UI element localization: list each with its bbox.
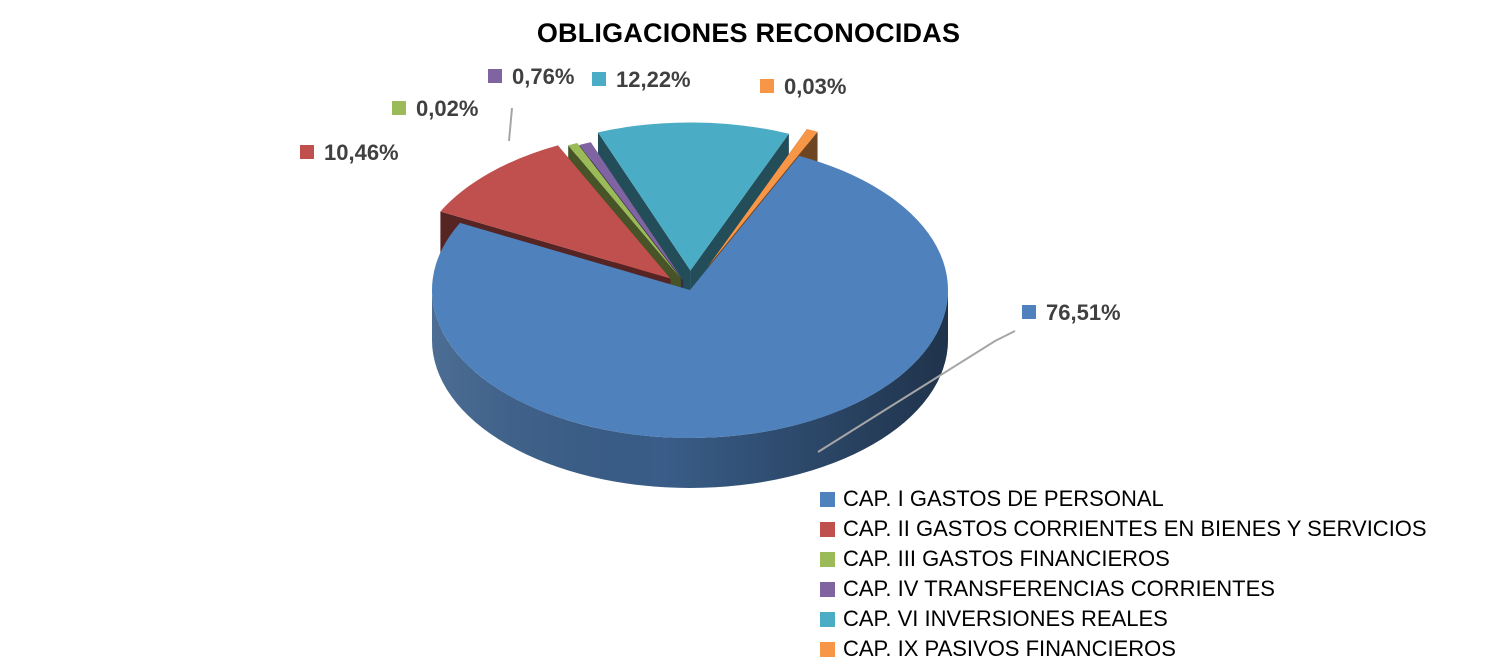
chart-title: OBLIGACIONES RECONOCIDAS xyxy=(536,18,961,48)
data-label-swatch xyxy=(592,72,606,86)
legend-item: CAP. VI INVERSIONES REALES xyxy=(820,604,1427,634)
data-label-text: 10,46% xyxy=(324,140,399,165)
legend-swatch xyxy=(820,521,835,537)
data-label-text: 0,76% xyxy=(512,64,574,89)
pie-slice-0 xyxy=(431,155,949,439)
data-label-swatch xyxy=(1022,305,1036,319)
data-label-text: 12,22% xyxy=(616,67,691,92)
legend-item: CAP. IX PASIVOS FINANCIEROS xyxy=(820,634,1427,664)
legend-item: CAP. I GASTOS DE PERSONAL xyxy=(820,484,1427,514)
legend-label: CAP. II GASTOS CORRIENTES EN BIENES Y SE… xyxy=(843,516,1427,541)
data-label-swatch xyxy=(300,145,314,159)
pie-slice-2 xyxy=(568,143,681,279)
data-label-text: 0,02% xyxy=(416,96,478,121)
pie-slice-4 xyxy=(597,122,789,271)
legend-label: CAP. IV TRANSFERENCIAS CORRIENTES xyxy=(843,576,1275,601)
pie-slice-5 xyxy=(708,129,818,266)
legend-swatch xyxy=(820,611,835,627)
legend-item: CAP. II GASTOS CORRIENTES EN BIENES Y SE… xyxy=(820,514,1427,544)
data-label-swatch xyxy=(392,101,406,115)
data-label-text: 0,03% xyxy=(784,74,846,99)
legend-label: CAP. III GASTOS FINANCIEROS xyxy=(843,546,1170,571)
legend-item: CAP. III GASTOS FINANCIEROS xyxy=(820,544,1427,574)
legend-item: CAP. IV TRANSFERENCIAS CORRIENTES xyxy=(820,574,1427,604)
pie-slice-1 xyxy=(440,145,671,279)
data-label-5: 0,03% xyxy=(760,74,846,99)
legend-label: CAP. I GASTOS DE PERSONAL xyxy=(843,486,1164,511)
data-label-1: 10,46% xyxy=(300,140,399,165)
legend-swatch xyxy=(820,491,835,507)
data-label-0: 76,51% xyxy=(1022,300,1121,325)
leader-line-3 xyxy=(508,107,513,142)
leader-line-0 xyxy=(817,330,1016,453)
pie-slice-3 xyxy=(579,142,684,281)
legend-label: CAP. VI INVERSIONES REALES xyxy=(843,606,1168,631)
data-label-text: 76,51% xyxy=(1046,300,1121,325)
legend-swatch xyxy=(820,641,835,657)
legend-swatch xyxy=(820,581,835,597)
data-label-2: 0,02% xyxy=(392,96,478,121)
legend-label: CAP. IX PASIVOS FINANCIEROS xyxy=(843,636,1176,661)
data-label-swatch xyxy=(760,79,774,93)
legend-swatch xyxy=(820,551,835,567)
data-label-swatch xyxy=(488,69,502,83)
data-label-4: 12,22% xyxy=(592,67,691,92)
legend: CAP. I GASTOS DE PERSONAL CAP. II GASTOS … xyxy=(820,484,1427,664)
data-label-3: 0,76% xyxy=(488,64,574,89)
